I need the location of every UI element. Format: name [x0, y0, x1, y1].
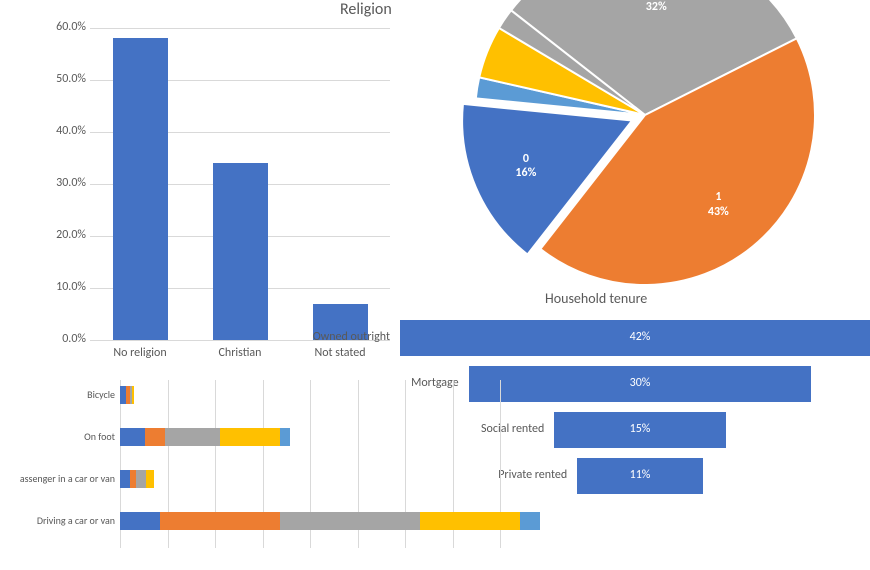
pie-slice-label: 016%	[506, 152, 546, 181]
tenure-value-label: 11%	[577, 468, 703, 482]
stacked-segment	[280, 428, 290, 446]
tenure-value-label: 15%	[554, 422, 725, 436]
stacked-row-label: assenger in a car or van	[0, 472, 115, 485]
pie-slice-label: 143%	[698, 190, 738, 219]
stacked-segment	[145, 428, 165, 446]
pie-slice-label: 232%	[636, 0, 676, 15]
stacked-segment	[280, 512, 420, 530]
stacked-segment	[136, 470, 146, 488]
stacked-segment	[120, 470, 130, 488]
stacked-segment	[520, 512, 540, 530]
tenure-row-label: Owned outright	[290, 330, 390, 344]
tenure-row-label: Private rented	[467, 468, 567, 482]
tenure-row-label: Mortgage	[359, 376, 459, 390]
stacked-row-label: Bicycle	[0, 388, 115, 401]
stacked-segment	[160, 512, 280, 530]
tenure-row-label: Social rented	[444, 422, 544, 436]
stacked-segment	[132, 386, 134, 404]
stacked-segment	[165, 428, 220, 446]
tenure-title: Household tenure	[545, 290, 647, 307]
stacked-row-label: Driving a car or van	[0, 514, 115, 527]
stacked-segment	[220, 428, 280, 446]
stacked-segment	[146, 470, 154, 488]
stacked-segment	[120, 512, 160, 530]
stacked-row-label: On foot	[0, 430, 115, 443]
stacked-segment	[120, 428, 145, 446]
tenure-value-label: 30%	[469, 376, 812, 390]
tenure-value-label: 42%	[400, 330, 870, 344]
stacked-segment	[420, 512, 520, 530]
